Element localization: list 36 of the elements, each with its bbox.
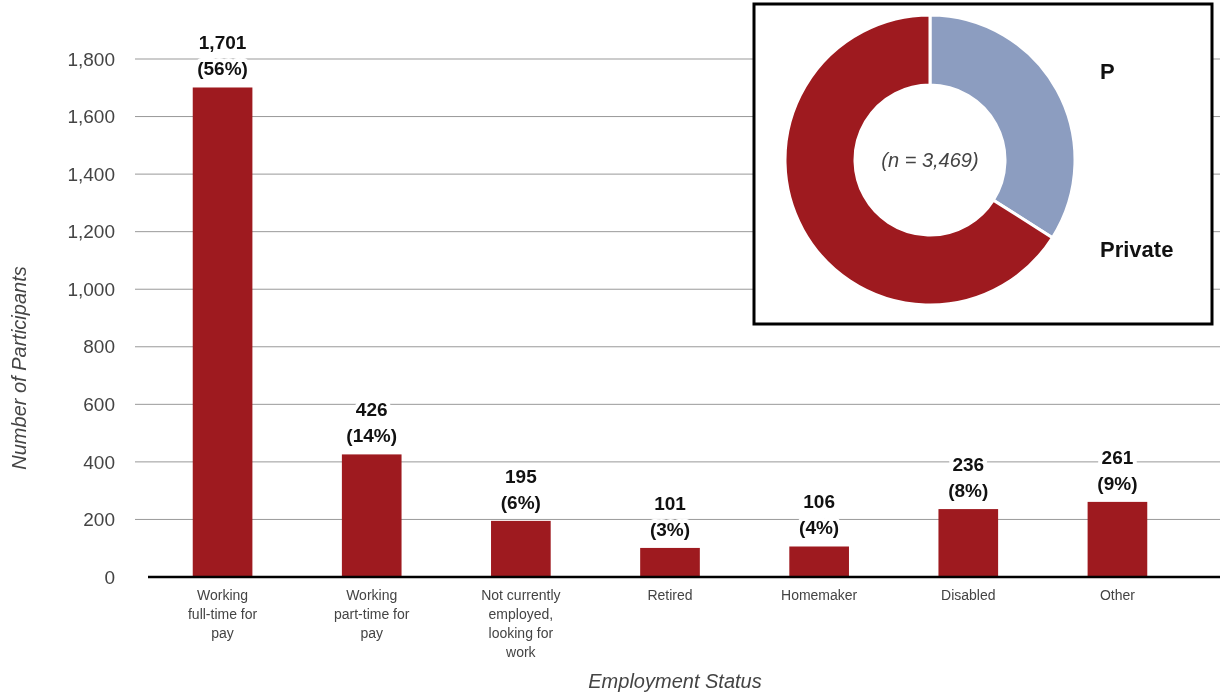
bar: [938, 509, 999, 577]
y-axis-title: Number of Participants: [8, 266, 30, 470]
data-label: 195 (6%): [500, 465, 541, 513]
data-label: 236 (8%): [948, 454, 989, 502]
y-tick-label: 600: [83, 393, 115, 415]
x-tick-label: Working part-time for pay: [333, 587, 410, 641]
bar: [789, 546, 849, 577]
y-tick-label: 0: [104, 566, 115, 588]
data-label: 101 (3%): [649, 492, 691, 540]
y-tick-label: 400: [83, 451, 115, 473]
x-tick-label: Working full-time for pay: [187, 587, 258, 641]
y-tick-label: 1,400: [67, 163, 115, 185]
bar: [640, 547, 700, 577]
y-tick-label: 1,000: [67, 278, 115, 300]
x-tick-label: Other: [1099, 587, 1136, 603]
y-tick-label: 1,600: [67, 106, 115, 128]
x-tick-label: Homemaker: [781, 587, 858, 603]
y-tick-label: 1,800: [67, 48, 115, 70]
data-label: 261 (9%): [1097, 446, 1138, 494]
bar: [192, 87, 253, 577]
data-label: 1,701 (56%): [197, 32, 248, 80]
slice-label: P: [1100, 58, 1115, 84]
bar: [1087, 501, 1148, 577]
data-label: 426 (14%): [346, 399, 398, 447]
y-tick-label: 1,200: [67, 221, 115, 243]
slice-label: Private: [1100, 236, 1174, 262]
y-tick-label: 200: [83, 509, 115, 531]
x-tick-label: Retired: [647, 587, 693, 603]
x-tick-label: Not currently employed, looking for work: [481, 587, 561, 660]
annotation: (n = 3,469): [881, 149, 979, 171]
x-tick-label: Disabled: [941, 587, 996, 603]
bar: [491, 520, 551, 577]
bar: [341, 454, 402, 577]
y-tick-label: 800: [83, 336, 115, 358]
x-axis-title: Employment Status: [588, 670, 762, 692]
data-label: 106 (4%): [799, 491, 840, 539]
